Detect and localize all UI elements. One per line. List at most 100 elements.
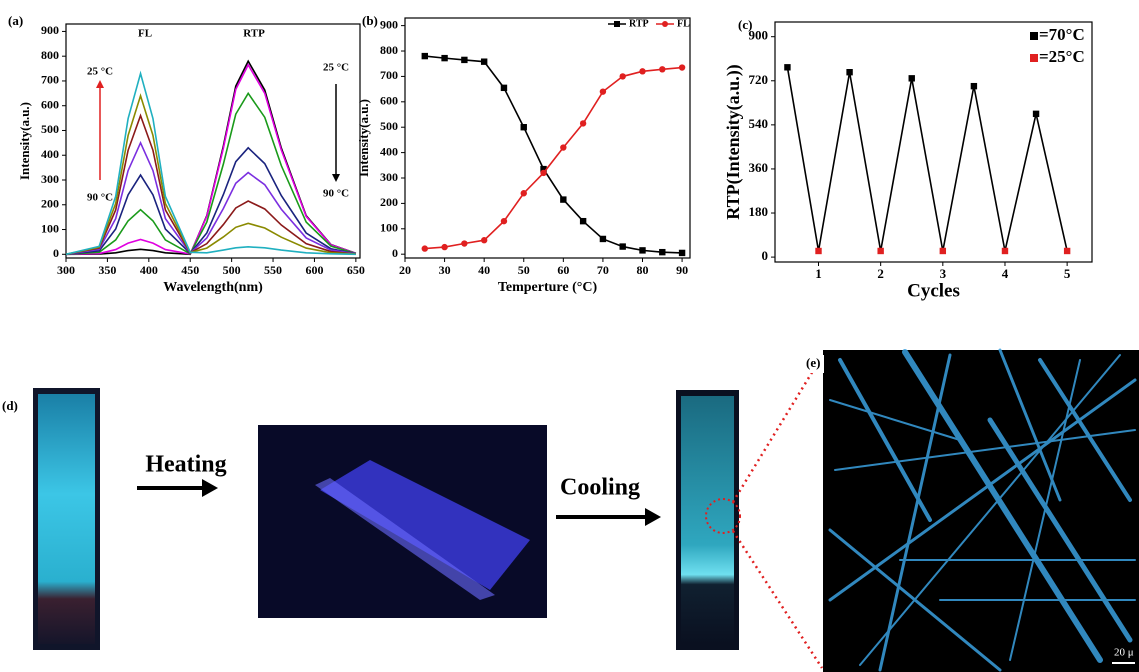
x-tick-label: 60	[557, 263, 569, 277]
point	[441, 54, 448, 62]
legend-label: FL	[677, 18, 690, 29]
zoom-circle	[705, 498, 741, 534]
y-tick-label: 800	[41, 48, 59, 62]
arrowhead	[202, 479, 218, 497]
panel-label: (e)	[806, 355, 820, 370]
x-tick-label: 40	[478, 263, 490, 277]
x-tick-label: 90	[676, 263, 688, 277]
x-tick-label: 500	[223, 263, 241, 277]
y-tick-label: 400	[380, 144, 398, 158]
series-line	[65, 91, 357, 256]
series-line	[65, 140, 356, 256]
x-axis-label: Wavelength(nm)	[163, 280, 263, 295]
series-line	[65, 70, 356, 256]
x-tick-label: 350	[98, 263, 116, 277]
cuvette-edge	[315, 478, 495, 600]
point	[599, 235, 607, 243]
legend-marker	[1030, 54, 1038, 62]
x-axis-label: Cycles	[907, 280, 960, 301]
y-tick-label: 900	[380, 17, 398, 31]
zoom-line	[731, 530, 824, 669]
legend-label: =25°C	[1039, 47, 1085, 66]
point	[560, 196, 567, 203]
label-bg	[806, 355, 824, 373]
panel-label: (b)	[362, 13, 378, 28]
fibers	[828, 348, 1137, 672]
y-tick-label: 500	[380, 119, 398, 133]
legend-marker	[662, 21, 668, 27]
x-tick-label: 50	[518, 263, 530, 277]
point	[520, 190, 527, 197]
panel-label: (c)	[738, 17, 752, 32]
point	[480, 237, 488, 244]
legend-marker	[1030, 32, 1038, 40]
x-tick-label: 20	[399, 263, 411, 277]
y-tick-label: 900	[41, 23, 59, 37]
x-tick-label: 5	[1064, 266, 1071, 281]
y-tick-label: 200	[41, 197, 59, 211]
point	[639, 68, 646, 75]
point	[1001, 247, 1009, 255]
legend-label: =70°C	[1039, 25, 1085, 44]
x-tick-label: 2	[877, 266, 884, 281]
point	[1032, 110, 1040, 118]
x-tick-label: 4	[1002, 266, 1009, 281]
cuvette-tilted	[320, 460, 530, 590]
x-tick-label: 30	[439, 263, 451, 277]
point	[639, 247, 646, 254]
series-line	[65, 113, 356, 256]
y-tick-label: 700	[380, 68, 398, 82]
point	[540, 169, 547, 177]
cuvette-liquid	[38, 394, 95, 644]
point	[461, 240, 468, 247]
y-tick-label: 300	[41, 172, 59, 186]
point	[540, 165, 547, 173]
y-tick-label: 800	[380, 43, 398, 57]
x-tick-label: 1	[815, 266, 822, 281]
scale-label: 20 μ	[1114, 647, 1134, 659]
heating-label: Heating	[145, 452, 226, 478]
y-tick-label: 300	[380, 170, 398, 184]
point	[500, 84, 508, 92]
point	[480, 58, 488, 65]
point	[500, 217, 508, 225]
point	[659, 66, 666, 73]
y-tick-label: 100	[380, 221, 398, 235]
y-tick-label: 700	[41, 73, 59, 87]
cuvette-liquid	[681, 396, 734, 644]
annotation: 25 °C	[87, 66, 113, 78]
point	[599, 88, 607, 95]
y-tick-label: 0	[53, 246, 59, 260]
point	[441, 243, 448, 251]
y-tick-label: 400	[41, 147, 59, 161]
legend-label: RTP	[629, 18, 649, 29]
plot-frame	[404, 17, 691, 259]
point	[421, 52, 428, 60]
series-line	[786, 67, 1068, 252]
point	[908, 75, 915, 82]
x-axis-label: Temperture (°C)	[498, 280, 598, 295]
panel-label: (d)	[2, 398, 18, 413]
point	[421, 245, 428, 252]
y-tick-label: 0	[762, 248, 769, 263]
point	[846, 69, 853, 76]
series-line	[65, 93, 356, 256]
y-axis-label: Intensity(a.u.)	[17, 102, 32, 180]
plot-frame	[774, 21, 1093, 263]
y-tick-label: 540	[749, 116, 769, 131]
point	[461, 56, 468, 64]
series-line	[65, 146, 357, 256]
point	[970, 82, 978, 90]
point	[579, 217, 587, 225]
y-tick-label: 360	[749, 160, 769, 175]
x-tick-label: 3	[940, 266, 947, 281]
point	[1063, 247, 1071, 255]
annotation: FL	[138, 28, 152, 40]
annotation: 90 °C	[87, 192, 113, 204]
point	[939, 247, 947, 255]
panel-label: (a)	[8, 13, 23, 28]
point	[815, 247, 822, 255]
x-tick-label: 650	[347, 263, 365, 277]
point	[678, 249, 686, 257]
